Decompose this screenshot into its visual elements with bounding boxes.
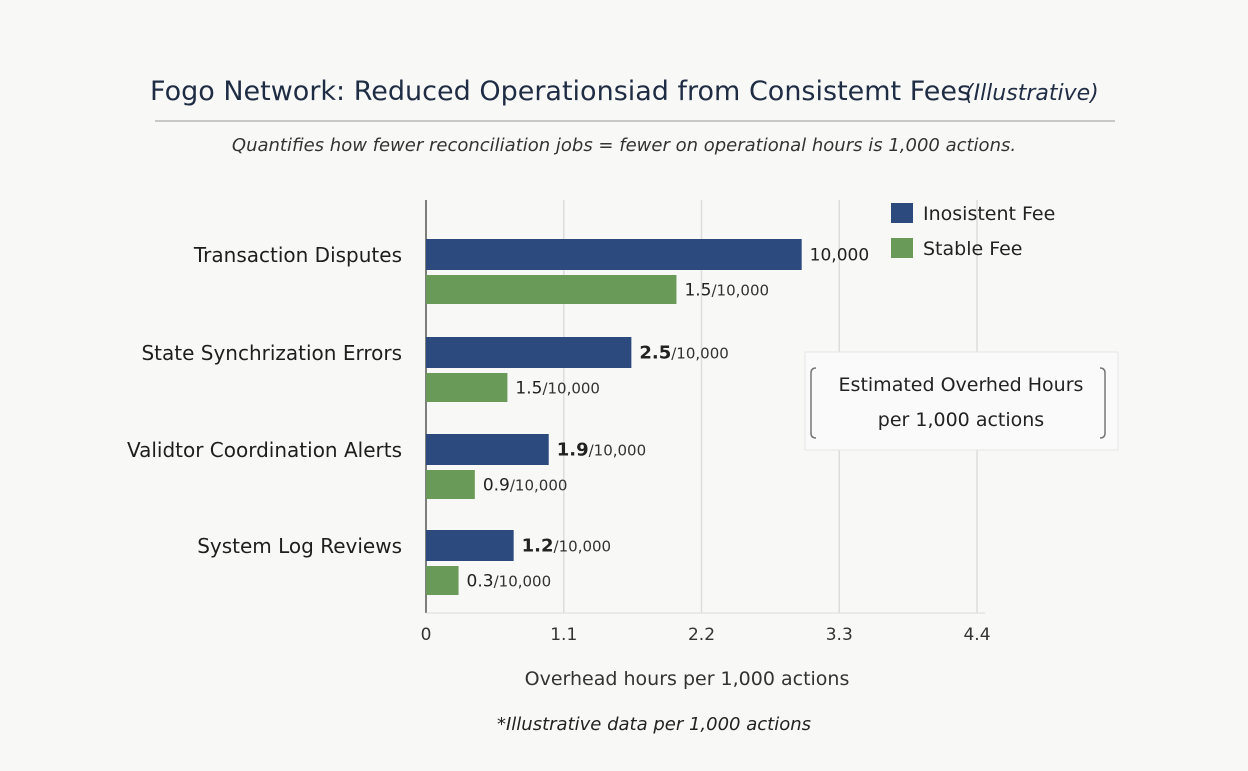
x-tick-label: 3.3 [826, 625, 853, 645]
bar-stable-fee [426, 373, 508, 402]
legend-label-inconsistent: Inosistent Fee [923, 203, 1055, 225]
x-tick-label: 0 [421, 625, 432, 645]
data-label: 1.5/10,000 [515, 379, 600, 399]
annotation-box: Estimated Overhed Hours per 1,000 action… [804, 351, 1119, 451]
bar-inconsistent-fee [426, 434, 549, 465]
bar-inconsistent-fee [426, 530, 514, 561]
category-label: State Synchrization Errors [141, 341, 402, 365]
annotation-line-1: Estimated Overhed Hours [839, 374, 1084, 396]
bar-stable-fee [426, 275, 677, 304]
x-axis-label: Overhead hours per 1,000 actions [525, 668, 850, 690]
footnote: *Illustrative data per 1,000 actions [497, 714, 811, 735]
data-label: 10,000 [810, 246, 869, 266]
data-label: 1.9/10,000 [557, 440, 646, 461]
legend-swatch-stable [891, 238, 913, 258]
bar-stable-fee [426, 470, 475, 499]
x-tick-label: 1.1 [550, 625, 577, 645]
annotation-line-2: per 1,000 actions [878, 409, 1044, 431]
category-label: Transaction Disputes [193, 243, 402, 267]
chart-subtitle: Quantifies how fewer reconciliation jobs… [232, 135, 1016, 156]
bar-inconsistent-fee [426, 337, 632, 368]
legend: Inosistent Fee Stable Fee [891, 203, 1055, 260]
x-tick-label: 4.4 [963, 625, 990, 645]
category-label: System Log Reviews [197, 534, 402, 558]
x-tick-label: 2.2 [688, 625, 715, 645]
data-label: 1.2/10,000 [522, 536, 611, 557]
legend-swatch-inconsistent [891, 203, 913, 223]
bar-stable-fee [426, 566, 459, 595]
category-label: Validtor Coordination Alerts [127, 438, 402, 462]
legend-label-stable: Stable Fee [923, 238, 1023, 260]
data-label: 2.5/10,000 [639, 343, 728, 364]
data-label: 0.9/10,000 [483, 476, 568, 496]
data-label: 0.3/10,000 [467, 572, 552, 592]
chart-title-suffix: (Illustrative) [965, 81, 1099, 106]
chart-title: Fogo Network: Reduced Operationsiad from… [150, 76, 971, 107]
data-label: 1.5/10,000 [684, 281, 769, 301]
bar-inconsistent-fee [426, 239, 802, 270]
